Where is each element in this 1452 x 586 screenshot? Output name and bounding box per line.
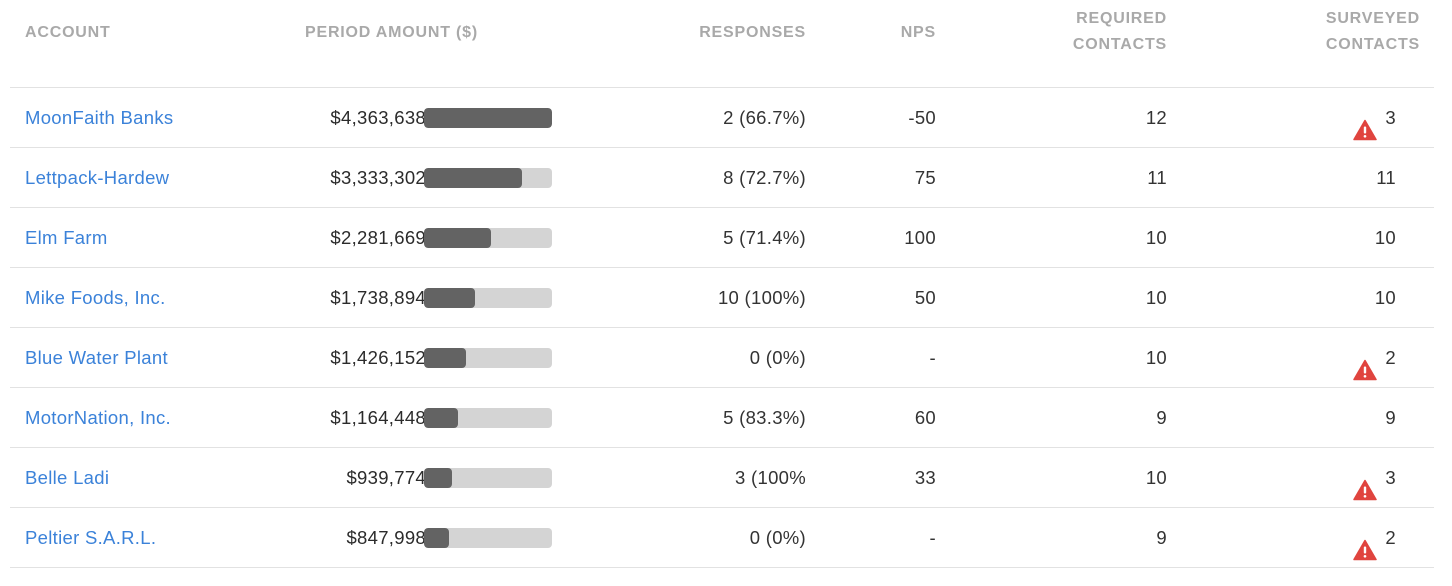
required-contacts-value: 10 — [1145, 227, 1167, 248]
surveyed-contacts-value: 10 — [1374, 287, 1396, 308]
table-row: MotorNation, Inc. $1,164,448 5 (83.3%) 6… — [10, 388, 1434, 448]
account-link[interactable]: Peltier S.A.R.L. — [25, 527, 157, 548]
nps-value: - — [929, 527, 936, 548]
header-period-amount[interactable]: PERIOD AMOUNT ($) — [305, 24, 479, 41]
amount-bar — [424, 108, 552, 128]
account-link[interactable]: MoonFaith Banks — [25, 107, 174, 128]
amount-bar-fill — [424, 228, 491, 248]
period-amount: $1,426,152 — [330, 347, 426, 368]
amount-bar-fill — [424, 528, 449, 548]
account-link[interactable]: Blue Water Plant — [25, 347, 168, 368]
surveyed-contacts-value: 11 — [1376, 167, 1396, 188]
responses-value: 3 (100% — [734, 467, 806, 488]
period-amount: $3,333,302 — [330, 167, 426, 188]
surveyed-contacts-value: 10 — [1374, 227, 1396, 248]
surveyed-contacts-cell: 3 — [1353, 448, 1396, 508]
surveyed-contacts-value: 3 — [1385, 107, 1396, 128]
responses-value: 2 (66.7%) — [723, 107, 806, 128]
amount-bar — [424, 408, 552, 428]
table-row: Peltier S.A.R.L. $847,998 0 (0%) - 9 2 — [10, 508, 1434, 568]
table-row: Mike Foods, Inc. $1,738,894 10 (100%) 50… — [10, 268, 1434, 328]
header-responses[interactable]: RESPONSES — [699, 24, 806, 41]
amount-bar-fill — [424, 468, 452, 488]
surveyed-contacts-value: 2 — [1385, 527, 1396, 548]
amount-bar-fill — [424, 408, 459, 428]
period-amount: $1,738,894 — [330, 287, 426, 308]
nps-value: - — [929, 347, 936, 368]
responses-value: 0 (0%) — [749, 527, 806, 548]
nps-value: 60 — [914, 407, 936, 428]
amount-bar-fill — [424, 168, 522, 188]
header-surveyed-contacts[interactable]: SURVEYED CONTACTS — [1325, 10, 1420, 53]
responses-value: 8 (72.7%) — [723, 167, 806, 188]
surveyed-contacts-value: 9 — [1385, 407, 1396, 428]
required-contacts-value: 10 — [1145, 287, 1167, 308]
account-link[interactable]: Lettpack-Hardew — [25, 167, 170, 188]
period-amount: $847,998 — [346, 527, 426, 548]
surveyed-contacts-value: 3 — [1385, 467, 1396, 488]
surveyed-contacts-cell: 11 — [1376, 148, 1396, 208]
amount-bar — [424, 468, 552, 488]
responses-value: 5 (83.3%) — [723, 407, 806, 428]
amount-bar-fill — [424, 348, 466, 368]
account-link[interactable]: MotorNation, Inc. — [25, 407, 171, 428]
required-contacts-value: 12 — [1145, 107, 1167, 128]
amount-bar — [424, 288, 552, 308]
surveyed-contacts-cell: 2 — [1353, 508, 1396, 568]
amount-bar — [424, 228, 552, 248]
surveyed-contacts-cell: 10 — [1375, 208, 1396, 268]
responses-value: 10 (100%) — [717, 287, 806, 308]
table-row: Elm Farm $2,281,669 5 (71.4%) 100 10 10 — [10, 208, 1434, 268]
responses-value: 0 (0%) — [749, 347, 806, 368]
table-header: ACCOUNT PERIOD AMOUNT ($) RESPONSES NPS … — [10, 0, 1434, 88]
nps-value: -50 — [908, 107, 936, 128]
surveyed-contacts-cell: 9 — [1385, 388, 1396, 448]
nps-value: 33 — [914, 467, 936, 488]
required-contacts-value: 11 — [1147, 167, 1167, 188]
period-amount: $939,774 — [346, 467, 426, 488]
table-row: Blue Water Plant $1,426,152 0 (0%) - 10 … — [10, 328, 1434, 388]
table-body: MoonFaith Banks $4,363,638 2 (66.7%) -50… — [10, 88, 1434, 568]
table-row: Lettpack-Hardew $3,333,302 8 (72.7%) 75 … — [10, 148, 1434, 208]
amount-bar — [424, 168, 552, 188]
required-contacts-value: 10 — [1145, 467, 1167, 488]
surveyed-contacts-cell: 10 — [1375, 268, 1396, 328]
warning-triangle-icon[interactable] — [1353, 345, 1378, 381]
accounts-table: ACCOUNT PERIOD AMOUNT ($) RESPONSES NPS … — [10, 0, 1434, 568]
account-link[interactable]: Elm Farm — [25, 227, 108, 248]
nps-value: 100 — [904, 227, 936, 248]
period-amount: $4,363,638 — [330, 107, 426, 128]
warning-triangle-icon[interactable] — [1353, 105, 1378, 141]
amount-bar — [424, 348, 552, 368]
amount-bar-fill — [424, 108, 552, 128]
nps-value: 75 — [914, 167, 936, 188]
warning-triangle-icon[interactable] — [1353, 465, 1378, 501]
amount-bar — [424, 528, 552, 548]
required-contacts-value: 10 — [1145, 347, 1167, 368]
header-account[interactable]: ACCOUNT — [25, 24, 111, 41]
table-row: Belle Ladi $939,774 3 (100% 33 10 3 — [10, 448, 1434, 508]
surveyed-contacts-cell: 3 — [1353, 88, 1396, 148]
period-amount: $2,281,669 — [330, 227, 426, 248]
required-contacts-value: 9 — [1156, 527, 1167, 548]
table-row: MoonFaith Banks $4,363,638 2 (66.7%) -50… — [10, 88, 1434, 148]
account-link[interactable]: Mike Foods, Inc. — [25, 287, 166, 308]
surveyed-contacts-cell: 2 — [1353, 328, 1396, 388]
header-nps[interactable]: NPS — [900, 24, 936, 41]
amount-bar-fill — [424, 288, 475, 308]
responses-value: 5 (71.4%) — [723, 227, 806, 248]
warning-triangle-icon[interactable] — [1353, 525, 1378, 561]
required-contacts-value: 9 — [1156, 407, 1167, 428]
header-required-contacts[interactable]: REQUIRED CONTACTS — [1072, 10, 1167, 53]
surveyed-contacts-value: 2 — [1385, 347, 1396, 368]
account-link[interactable]: Belle Ladi — [25, 467, 110, 488]
nps-value: 50 — [914, 287, 936, 308]
period-amount: $1,164,448 — [330, 407, 426, 428]
